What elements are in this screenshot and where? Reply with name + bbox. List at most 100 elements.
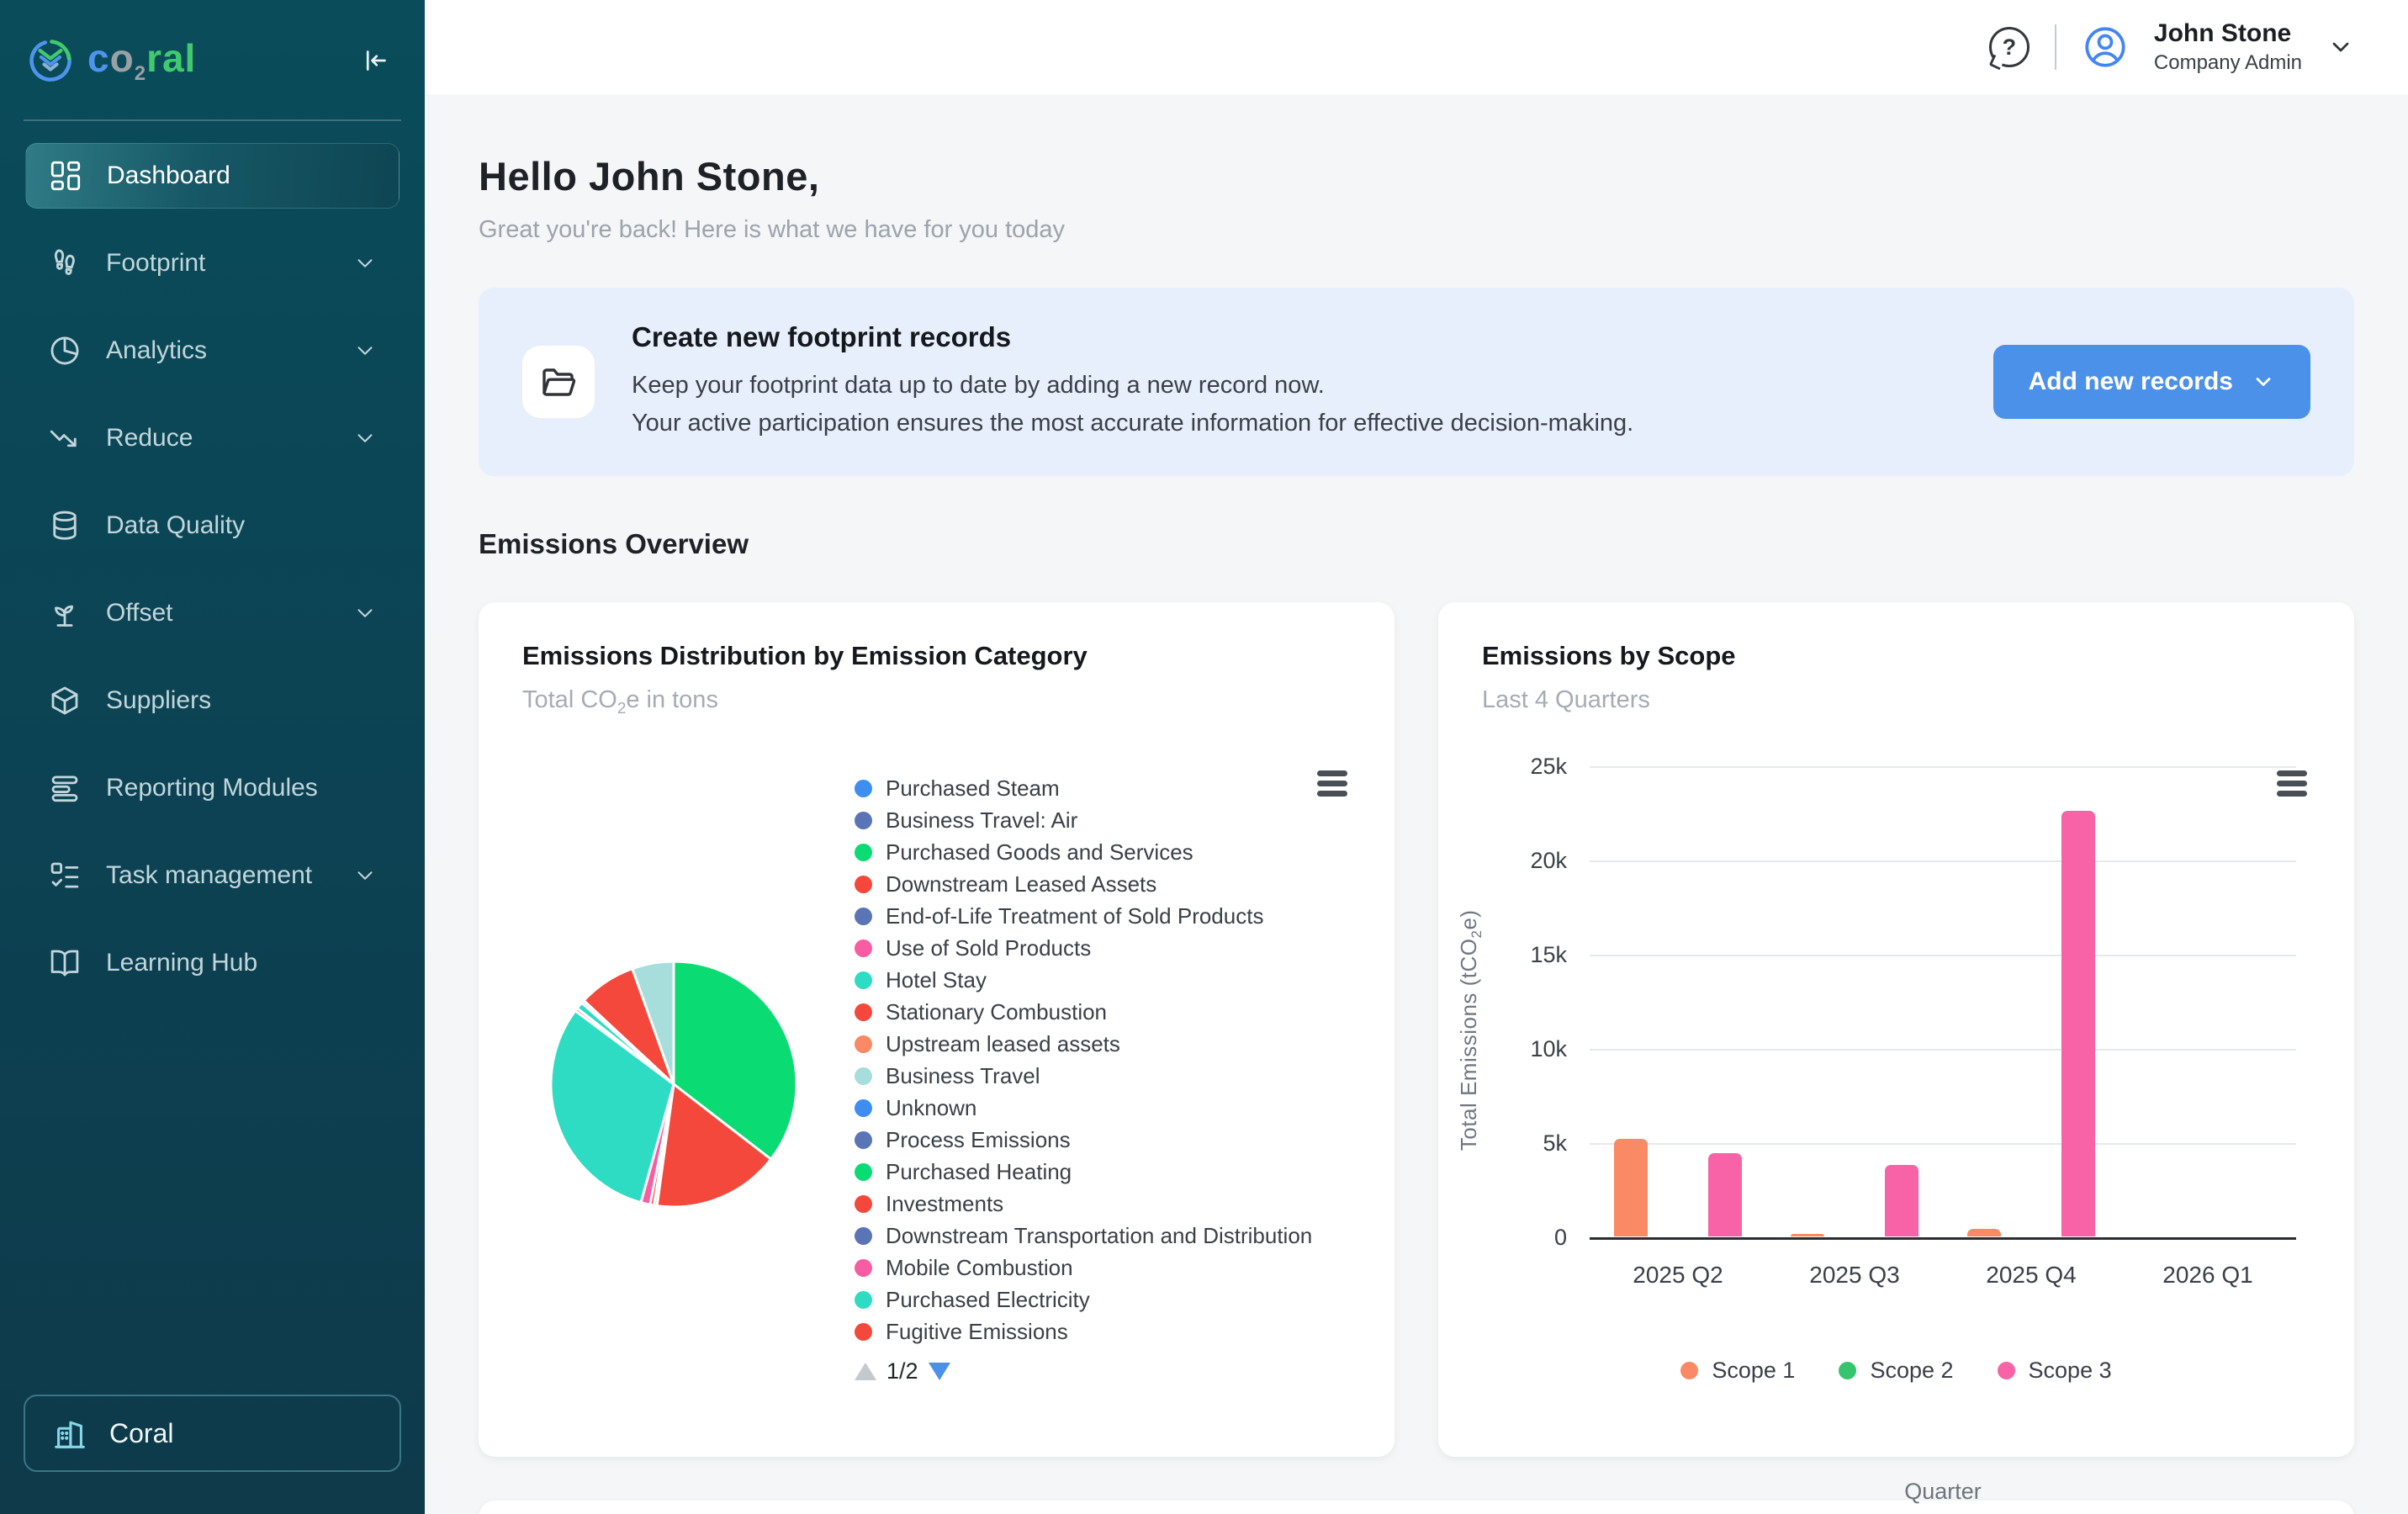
legend-dot: [855, 1194, 872, 1213]
pager-up-icon[interactable]: [855, 1362, 876, 1380]
legend-dot: [855, 971, 872, 989]
coral-logo-wordmark: co2ral: [87, 36, 197, 86]
legend-item-scope-2[interactable]: Scope 2: [1839, 1358, 1954, 1383]
next-card-partial: [479, 1500, 2354, 1514]
sidebar-item-offset[interactable]: Offset: [25, 580, 400, 646]
building-icon: [55, 1421, 85, 1448]
legend-dot: [855, 1035, 872, 1053]
y-tick-label: 15k: [1530, 941, 1567, 967]
legend-dot: [855, 1258, 872, 1277]
y-tick-label: 25k: [1530, 753, 1567, 779]
org-switcher[interactable]: Coral: [24, 1395, 401, 1472]
legend-item[interactable]: Hotel Stay: [855, 966, 1312, 993]
avatar[interactable]: [2082, 24, 2129, 71]
legend-item[interactable]: Use of Sold Products: [855, 935, 1312, 961]
sidebar-item-footprint[interactable]: Footprint: [25, 230, 400, 296]
legend-label: Process Emissions: [886, 1126, 1071, 1152]
sidebar-item-dashboard[interactable]: Dashboard: [25, 143, 400, 209]
banner-line1: Keep your footprint data up to date by a…: [632, 372, 1325, 399]
legend-item[interactable]: Downstream Transportation and Distributi…: [855, 1223, 1312, 1248]
bar-card-subtitle: Last 4 Quarters: [1482, 686, 1650, 713]
bar-legend: Scope 1 Scope 2 Scope 3: [1438, 1358, 2354, 1383]
legend-item[interactable]: Fugitive Emissions: [855, 1319, 1312, 1344]
sidebar-collapse-icon[interactable]: [361, 45, 391, 76]
sidebar: co2ral Dashboard Footprint Analytics Reduce…: [0, 0, 425, 1514]
legend-item[interactable]: Stationary Combustion: [855, 999, 1312, 1024]
legend-label: Hotel Stay: [886, 966, 987, 993]
legend-item[interactable]: Process Emissions: [855, 1126, 1312, 1152]
help-icon[interactable]: ?: [1988, 27, 2030, 67]
legend-dot: [855, 1130, 872, 1149]
pager-label: 1/2: [886, 1358, 918, 1384]
legend-label: Purchased Steam: [886, 775, 1060, 801]
x-tick-label: 2026 Q1: [2162, 1261, 2253, 1288]
sidebar-item-learning-hub[interactable]: Learning Hub: [25, 930, 400, 996]
legend-item[interactable]: Business Travel: Air: [855, 807, 1312, 833]
user-menu-chevron-icon[interactable]: [2327, 34, 2354, 61]
footprint-icon: [47, 246, 82, 281]
logo-row: co2ral: [0, 0, 425, 111]
legend-dot: [855, 1098, 872, 1117]
legend-item-scope-3[interactable]: Scope 3: [1997, 1358, 2112, 1383]
pie-legend: Purchased Steam Business Travel: Air Purch…: [855, 775, 1312, 1384]
y-tick-label: 20k: [1530, 847, 1567, 873]
legend-dot: [855, 779, 872, 797]
folder-icon: [522, 345, 595, 418]
add-new-records-button[interactable]: Add new records: [1993, 344, 2310, 419]
divider: [24, 119, 401, 122]
sidebar-item-label: Task management: [106, 861, 313, 890]
pie-slice-business-travel[interactable]: [631, 960, 675, 1086]
sidebar-item-analytics[interactable]: Analytics: [25, 318, 400, 384]
legend-item[interactable]: Purchased Heating: [855, 1159, 1312, 1184]
legend-label: Upstream leased assets: [886, 1030, 1120, 1056]
legend-item[interactable]: Downstream Leased Assets: [855, 871, 1312, 897]
legend-item[interactable]: Investments: [855, 1191, 1312, 1216]
chevron-down-icon: [352, 863, 378, 888]
bar-scope-3-2025-q2[interactable]: [1708, 1152, 1742, 1236]
sidebar-item-reporting-modules[interactable]: Reporting Modules: [25, 755, 400, 821]
sidebar-item-label: Offset: [106, 599, 173, 627]
sidebar-item-suppliers[interactable]: Suppliers: [25, 668, 400, 733]
user-menu[interactable]: John Stone Company Admin: [2154, 19, 2302, 75]
org-label: Coral: [109, 1417, 174, 1448]
pie-slice-purchased-electricity[interactable]: [549, 1009, 675, 1204]
book-icon: [47, 945, 82, 981]
sidebar-item-task-management[interactable]: Task management: [25, 843, 400, 908]
bar-scope-1-2025-q4[interactable]: [1967, 1228, 2001, 1236]
legend-item[interactable]: Unknown: [855, 1095, 1312, 1120]
bar-scope-1-2025-q2[interactable]: [1614, 1138, 1648, 1236]
legend-item-scope-1[interactable]: Scope 1: [1680, 1358, 1795, 1383]
sidebar-item-reduce[interactable]: Reduce: [25, 405, 400, 471]
y-tick-label: 10k: [1530, 1035, 1567, 1061]
legend-dot: [855, 875, 872, 893]
tasks-icon: [47, 858, 82, 893]
sidebar-item-data-quality[interactable]: Data Quality: [25, 493, 400, 558]
bar-scope-1-2025-q3[interactable]: [1791, 1233, 1824, 1236]
legend-item[interactable]: Purchased Electricity: [855, 1287, 1312, 1312]
sidebar-item-label: Footprint: [106, 249, 206, 278]
legend-item[interactable]: Mobile Combustion: [855, 1255, 1312, 1280]
pie-slice-stationary-combustion[interactable]: [655, 1083, 773, 1209]
pie-card-title: Emissions Distribution by Emission Categ…: [522, 640, 1088, 670]
legend-item[interactable]: End-of-Life Treatment of Sold Products: [855, 903, 1312, 929]
sidebar-item-label: Learning Hub: [106, 949, 258, 977]
legend-dot: [855, 1290, 872, 1309]
chevron-down-icon: [2256, 378, 2271, 386]
chart-menu-icon[interactable]: [1317, 770, 1347, 797]
legend-item[interactable]: Purchased Goods and Services: [855, 839, 1312, 865]
banner-text: Create new footprint records Keep your f…: [632, 321, 1956, 442]
x-tick-label: 2025 Q4: [1986, 1261, 2077, 1288]
pager-down-icon[interactable]: [928, 1362, 950, 1380]
chart-menu-icon[interactable]: [2277, 770, 2307, 797]
box-icon: [47, 683, 82, 718]
legend-item[interactable]: Business Travel: [855, 1063, 1312, 1088]
user-name: John Stone: [2153, 19, 2292, 47]
bar-scope-3-2025-q3[interactable]: [1885, 1164, 1918, 1236]
bar-scope-3-2025-q4[interactable]: [2061, 810, 2095, 1236]
legend-dot: [855, 939, 872, 957]
pie-slice-purchased-goods-and-services[interactable]: [672, 960, 798, 1161]
legend-item[interactable]: Purchased Steam: [855, 775, 1312, 801]
legend-item[interactable]: Upstream leased assets: [855, 1030, 1312, 1056]
dashboard-icon: [48, 158, 83, 193]
topbar: ? John Stone Company Admin: [425, 0, 2408, 94]
